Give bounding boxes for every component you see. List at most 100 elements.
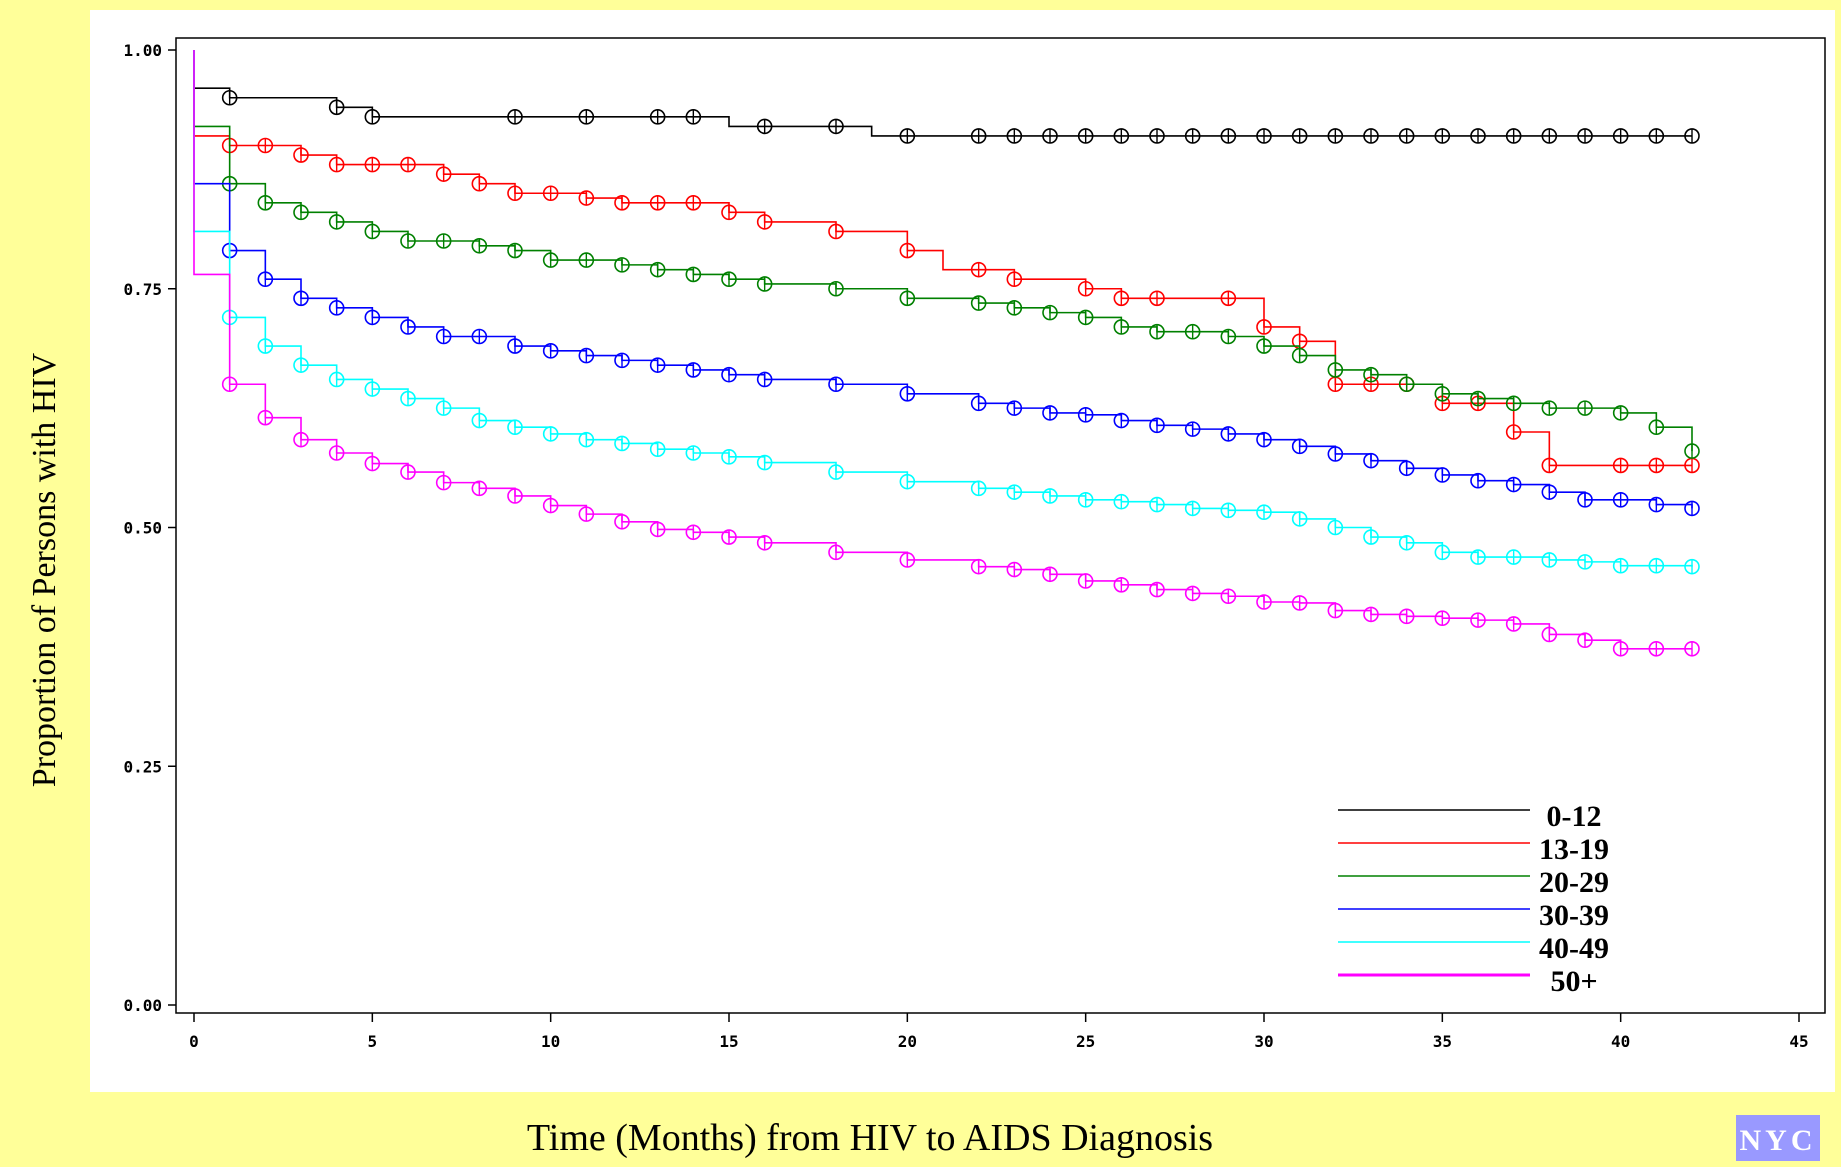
censor-marker <box>649 109 666 125</box>
censor-marker <box>1684 640 1700 657</box>
legend-item-13-19: 13-19 <box>1338 833 1609 866</box>
censor-marker <box>578 109 595 125</box>
censor-marker <box>400 390 416 407</box>
censor-marker <box>1042 304 1058 321</box>
censor-marker <box>1684 500 1700 517</box>
x-tick-label: 30 <box>1254 1032 1273 1051</box>
censor-marker <box>1327 602 1344 619</box>
x-tick-label: 25 <box>1076 1032 1095 1051</box>
censor-marker <box>649 195 666 211</box>
censor-marker <box>542 252 559 268</box>
censor-marker <box>1291 595 1308 611</box>
censor-marker <box>1220 128 1237 144</box>
censor-marker <box>1434 385 1451 402</box>
censor-marker <box>1505 549 1522 565</box>
censor-marker <box>1006 484 1023 500</box>
censor-marker <box>1684 558 1700 575</box>
censor-marker <box>435 474 452 491</box>
censor-marker <box>1006 271 1023 288</box>
censor-marker <box>1184 585 1201 602</box>
censor-marker <box>1006 128 1023 144</box>
axes: 0.00 0.25 0.50 0.75 1.00 0 5 10 15 20 25 30 35 40 45 <box>123 37 1826 1051</box>
censor-marker <box>1113 319 1130 335</box>
censor-marker <box>1291 128 1308 144</box>
censor-marker <box>364 109 381 125</box>
censor-marker <box>1256 594 1272 610</box>
censor-marker <box>364 455 381 472</box>
censor-marker <box>1577 492 1593 508</box>
censor-marker <box>1220 426 1237 442</box>
censor-marker <box>1577 400 1593 416</box>
censor-marker <box>578 190 595 206</box>
censor-marker <box>970 480 987 497</box>
y-tick-label: 0.75 <box>123 280 162 299</box>
censor-marker <box>1470 549 1486 565</box>
censor-marker <box>507 242 523 259</box>
censor-marker <box>1149 290 1165 307</box>
censor-marker <box>1648 128 1665 144</box>
censor-marker <box>1505 476 1522 493</box>
legend-item-30-39: 30-39 <box>1338 899 1609 932</box>
censor-marker <box>649 441 666 457</box>
censor-marker <box>1327 519 1344 536</box>
censor-marker <box>1684 443 1700 459</box>
censor-marker <box>756 371 773 388</box>
censor-marker <box>471 175 488 192</box>
censor-marker <box>1541 552 1558 568</box>
censor-marker <box>1505 395 1522 412</box>
censor-marker <box>970 395 987 412</box>
censor-marker <box>899 552 916 568</box>
series-line <box>193 50 1692 650</box>
censor-marker <box>364 309 381 326</box>
censor-marker <box>1541 128 1558 144</box>
censor-marker <box>435 233 452 249</box>
censor-marker <box>293 204 309 221</box>
censor-marker <box>1149 323 1165 340</box>
censor-marker <box>1291 438 1308 455</box>
censor-marker <box>257 409 274 426</box>
x-tick-label: 0 <box>189 1032 199 1051</box>
censor-marker <box>435 400 452 416</box>
censor-marker <box>578 506 595 522</box>
censor-marker <box>614 352 630 369</box>
censor-marker <box>1184 128 1201 144</box>
censor-marker <box>1612 492 1629 508</box>
censor-marker <box>899 242 916 259</box>
censor-marker <box>1434 467 1451 483</box>
legend-label: 30-39 <box>1539 899 1609 932</box>
censor-marker <box>899 473 916 490</box>
censor-marker <box>1006 300 1023 316</box>
censor-marker <box>685 362 702 378</box>
x-tick-label: 10 <box>541 1032 560 1051</box>
censor-marker <box>614 513 630 530</box>
censor-marker <box>578 252 595 268</box>
censor-marker <box>1363 128 1379 144</box>
censor-marker <box>970 295 987 311</box>
censor-marker <box>507 109 523 125</box>
censor-marker <box>1077 407 1094 423</box>
series-layer <box>193 50 1700 657</box>
censor-marker <box>1505 128 1522 144</box>
censor-marker <box>756 534 773 551</box>
censor-marker <box>1077 492 1094 508</box>
censor-marker <box>685 524 702 541</box>
censor-marker <box>1648 640 1665 657</box>
censor-marker <box>1006 561 1023 578</box>
censor-marker <box>507 338 523 354</box>
censor-marker <box>1077 280 1094 297</box>
y-tick-label: 0.25 <box>123 757 162 776</box>
censor-marker <box>1541 457 1558 474</box>
censor-marker <box>1398 460 1415 477</box>
censor-marker <box>1256 338 1272 354</box>
series-40-49 <box>193 50 1700 575</box>
x-tick-label: 40 <box>1611 1032 1630 1051</box>
censor-marker <box>1505 424 1522 440</box>
censor-marker <box>400 156 416 173</box>
censor-marker <box>1042 566 1058 583</box>
censor-marker <box>756 214 773 230</box>
censor-marker <box>828 376 844 393</box>
x-tick-label: 20 <box>898 1032 917 1051</box>
censor-marker <box>1470 472 1486 489</box>
censor-marker <box>721 204 737 221</box>
